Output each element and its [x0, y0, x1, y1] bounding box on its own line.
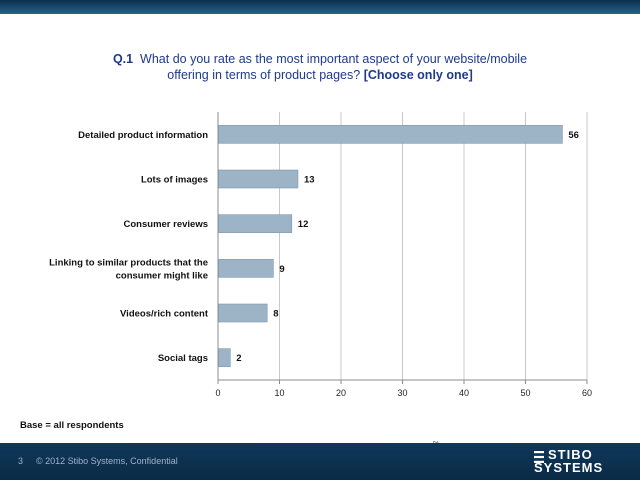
bar-chart: 56 Detailed product information 13 Lots of …: [49, 112, 592, 398]
bar-value-label: 56: [568, 130, 579, 141]
chart-title: Q.1 What do you rate as the most importa…: [40, 51, 600, 83]
bar-value-label: 12: [298, 219, 309, 230]
x-tick-label: 40: [459, 388, 469, 398]
bar-layer: [218, 125, 563, 367]
category-label: Lots of images: [141, 175, 208, 186]
label-layer: 56 Detailed product information 13 Lots of …: [49, 130, 579, 364]
copyright-text: © 2012 Stibo Systems, Confidential: [36, 456, 178, 466]
footer-band: [0, 443, 640, 480]
bar: [218, 303, 268, 323]
grid-layer: [217, 112, 588, 381]
logo-mark-icon: [534, 451, 544, 463]
bar: [218, 259, 274, 278]
category-label: Detailed product information: [78, 130, 208, 141]
title-line-1: Q.1 What do you rate as the most importa…: [40, 51, 600, 67]
x-tick-label: 30: [397, 388, 407, 398]
x-tick-label: 10: [274, 388, 284, 398]
bar: [218, 214, 293, 233]
x-tick-label: 20: [336, 388, 346, 398]
category-label: Consumer reviews: [124, 219, 208, 230]
category-label: Videos/rich content: [120, 309, 209, 320]
bar: [218, 169, 299, 189]
bar-value-label: 13: [304, 175, 315, 186]
question-number: Q.1: [112, 52, 134, 66]
bar-value-label: 8: [273, 309, 278, 320]
base-note: Base = all respondents: [20, 420, 124, 431]
top-band: [0, 0, 640, 14]
logo-word-stibo: STIBO: [548, 447, 593, 462]
x-tick-label: 50: [520, 388, 530, 398]
title-line-2: offering in terms of product pages? [Cho…: [40, 67, 600, 83]
bar-value-label: 9: [279, 264, 284, 275]
question-instruction: [Choose only one]: [363, 68, 473, 82]
question-line-2: offering in terms of product pages?: [167, 68, 361, 82]
category-label: Social tags: [158, 353, 208, 364]
stibo-logo: STIBO SYSTEMS: [534, 448, 630, 476]
logo-word-systems: SYSTEMS: [534, 460, 604, 475]
category-label: consumer might like: [116, 270, 208, 281]
bar: [218, 348, 231, 367]
x-tick-label: 0: [215, 388, 220, 398]
x-tick-label: 60: [582, 388, 592, 398]
tick-layer: 0 10 20 30 40 50 60: [215, 380, 592, 398]
category-label: Linking to similar products that the: [49, 257, 208, 268]
bar-value-label: 2: [236, 353, 241, 364]
page-number: 3: [18, 456, 24, 466]
question-line-1: What do you rate as the most important a…: [140, 52, 528, 66]
bar: [218, 125, 563, 144]
